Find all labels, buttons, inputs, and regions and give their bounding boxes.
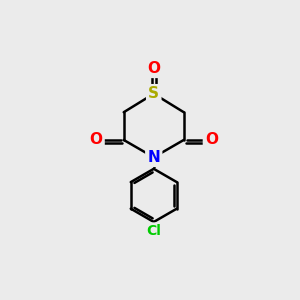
- Text: O: O: [205, 132, 218, 147]
- Text: N: N: [147, 150, 160, 165]
- Text: Cl: Cl: [146, 224, 161, 238]
- Text: S: S: [148, 86, 159, 101]
- Text: O: O: [89, 132, 103, 147]
- Text: O: O: [147, 61, 160, 76]
